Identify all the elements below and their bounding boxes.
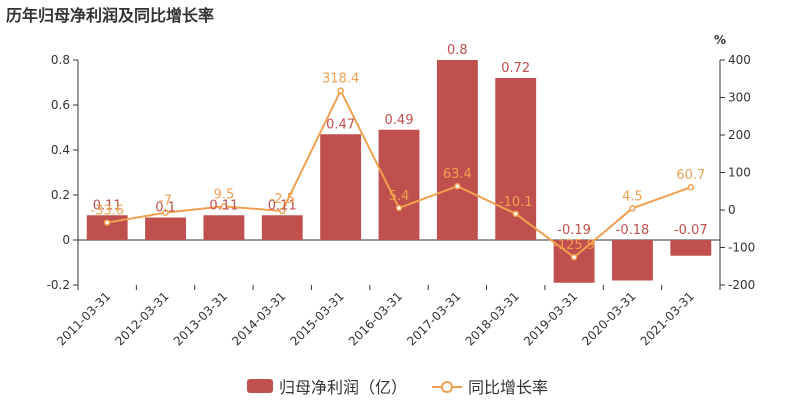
line-point [337, 87, 344, 94]
line-data-label: 318.4 [322, 72, 359, 87]
left-tick-label: 0 [62, 233, 70, 247]
line-data-label: -33.6 [90, 204, 124, 219]
right-tick-label: -100 [728, 241, 755, 255]
line-data-label: 5.4 [389, 189, 410, 204]
bar-data-label: 0.49 [385, 113, 414, 128]
x-tick-label: 2015-03-31 [288, 289, 347, 348]
bar-data-label: 0.47 [326, 117, 355, 132]
right-tick-label: 0 [728, 203, 736, 217]
x-tick-label: 2020-03-31 [579, 289, 638, 348]
legend-item-net-profit[interactable]: 归母净利润（亿） [247, 374, 407, 398]
right-axis-unit: % [714, 33, 726, 47]
legend-label-growth-rate: 同比增长率 [468, 378, 549, 397]
line-point [454, 182, 461, 190]
line-point [103, 219, 111, 226]
left-tick-label: -0.2 [47, 278, 70, 292]
right-tick-label: 400 [728, 53, 751, 67]
bar-data-label: 0.11 [268, 198, 297, 213]
line-data-label: 4.5 [622, 189, 643, 204]
bar [612, 240, 653, 281]
legend-bar-swatch [247, 379, 273, 393]
left-tick-label: 0.8 [51, 53, 70, 67]
bar-data-label: 0.11 [209, 198, 238, 213]
x-tick-label: 2011-03-31 [54, 289, 113, 348]
bar-data-label: -0.19 [557, 223, 591, 238]
line-data-label: 9.5 [214, 187, 235, 202]
x-tick-label: 2021-03-31 [638, 289, 697, 348]
right-tick-label: 200 [728, 128, 751, 142]
x-tick-label: 2012-03-31 [112, 289, 171, 348]
left-tick-label: 0.2 [51, 188, 70, 202]
line-point [162, 209, 169, 216]
line-data-label: 60.7 [676, 168, 705, 183]
line-point [570, 253, 578, 261]
line-point [279, 207, 286, 215]
bar-data-label: -0.07 [674, 223, 708, 238]
bar [261, 215, 303, 240]
right-tick-label: 100 [728, 166, 751, 180]
line-point [687, 183, 695, 191]
line-point [395, 204, 403, 212]
bar-data-label: 0.72 [501, 61, 530, 76]
line-data-label: -7 [159, 194, 172, 209]
right-tick-label: -200 [728, 278, 755, 292]
left-tick-label: 0.4 [51, 143, 70, 157]
line-data-label: -2.5 [270, 192, 295, 207]
x-tick-label: 2013-03-31 [171, 289, 230, 348]
bar [378, 129, 420, 240]
bar-data-label: 0.1 [155, 201, 176, 216]
line-data-label: -10.1 [499, 195, 533, 210]
x-tick-label: 2014-03-31 [229, 289, 288, 348]
legend-line-swatch [432, 379, 462, 393]
bar [320, 134, 362, 240]
bar [145, 217, 186, 240]
right-tick-label: 300 [728, 91, 751, 105]
bar [436, 60, 478, 240]
line-point [629, 205, 636, 212]
x-tick-label: 2017-03-31 [404, 289, 463, 348]
left-tick-label: 0.6 [51, 98, 70, 112]
bar-data-label: 0.8 [447, 43, 468, 58]
line-point [220, 203, 228, 210]
x-tick-label: 2016-03-31 [346, 289, 405, 348]
bar [203, 215, 245, 240]
bar-data-label: -0.18 [616, 223, 650, 238]
bar [86, 215, 128, 240]
bar-data-label: 0.11 [93, 198, 122, 213]
line-data-label: 63.4 [443, 167, 472, 182]
legend-item-growth-rate[interactable]: 同比增长率 [432, 374, 548, 398]
line-data-label: -125.9 [553, 238, 595, 253]
legend-label-net-profit: 归母净利润（亿） [279, 378, 408, 397]
chart-title: 历年归母净利润及同比增长率 [6, 6, 215, 25]
x-tick-label: 2018-03-31 [463, 289, 522, 348]
bar [670, 240, 712, 256]
line-point [512, 210, 519, 218]
legend: 归母净利润（亿） 同比增长率 [0, 372, 800, 398]
x-tick-label: 2019-03-31 [521, 289, 580, 348]
